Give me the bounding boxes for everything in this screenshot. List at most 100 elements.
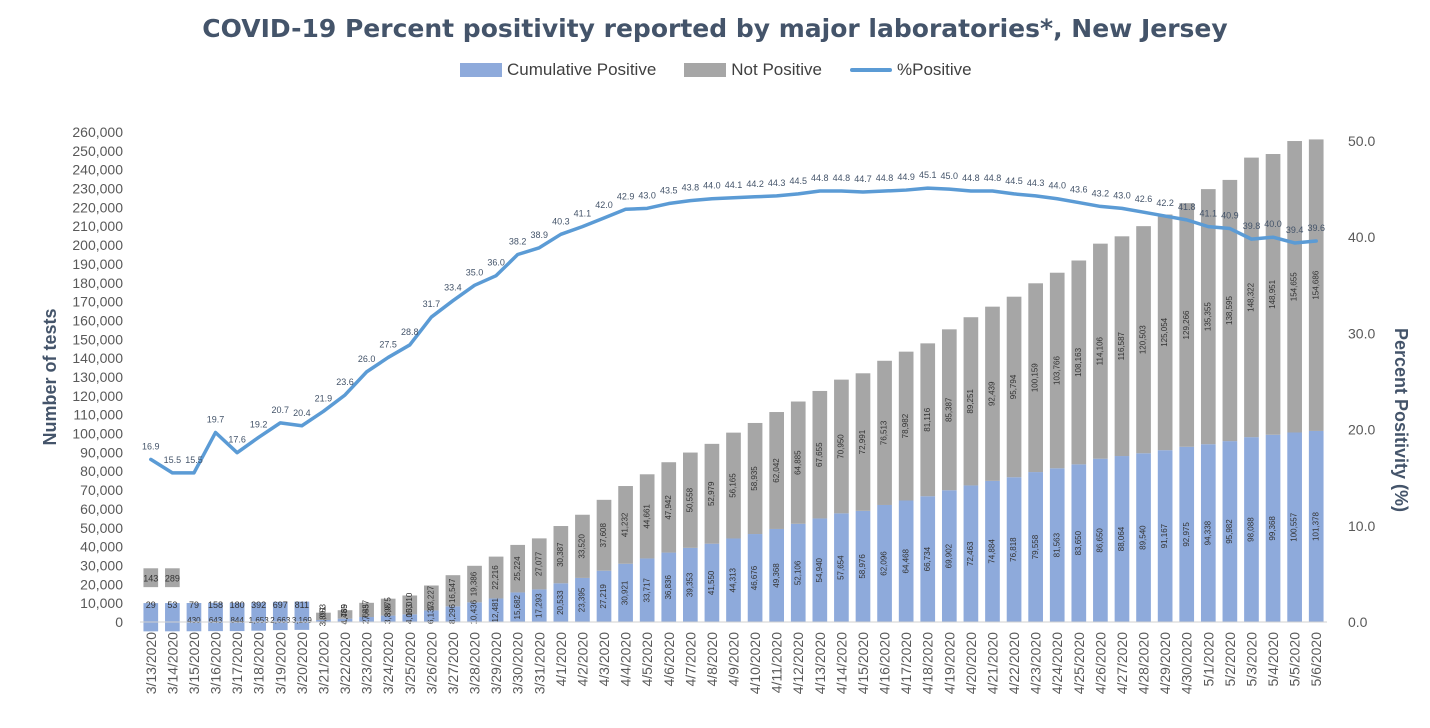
line-data-label: 33.4 bbox=[444, 283, 462, 293]
y-tick-label: 200,000 bbox=[72, 237, 123, 253]
line-data-label: 41.1 bbox=[574, 209, 592, 219]
bar-positive bbox=[1071, 464, 1087, 622]
y-tick-label: 250,000 bbox=[72, 143, 123, 159]
bar-label-not-positive: 125,054 bbox=[1160, 317, 1169, 346]
line-data-label: 21.9 bbox=[315, 393, 333, 403]
y-tick-label: 50,000 bbox=[80, 520, 123, 536]
bar-positive bbox=[229, 602, 245, 632]
line-data-label: 44.5 bbox=[789, 176, 807, 186]
y-tick-label: 190,000 bbox=[72, 256, 123, 272]
x-tick-label: 5/4/2020 bbox=[1265, 632, 1281, 687]
bar-not-positive bbox=[531, 538, 547, 590]
y-tick-label: 230,000 bbox=[72, 181, 123, 197]
bar-label-not-positive: 16,547 bbox=[448, 578, 457, 603]
x-tick-label: 3/23/2020 bbox=[359, 632, 375, 694]
bar-positive bbox=[575, 577, 590, 622]
bar-label-positive: 99,368 bbox=[1268, 516, 1277, 541]
line-data-label: 44.8 bbox=[833, 173, 851, 183]
line-data-label: 42.2 bbox=[1156, 198, 1174, 208]
bar-label-not-positive: 103,766 bbox=[1052, 355, 1061, 384]
line-data-label: 42.0 bbox=[595, 200, 613, 210]
bar-not-positive bbox=[618, 486, 633, 564]
series-line-percent-positive bbox=[149, 186, 1318, 475]
bar-not-positive bbox=[1093, 243, 1108, 459]
bar-not-positive bbox=[316, 612, 331, 621]
x-tick-label: 4/23/2020 bbox=[1028, 632, 1044, 694]
line-data-label: 43.5 bbox=[660, 186, 678, 196]
bar-not-positive bbox=[1265, 154, 1281, 435]
bar-not-positive bbox=[682, 452, 698, 548]
bar-label-positive: 95,982 bbox=[1225, 519, 1234, 544]
bar-label-not-positive: 154,686 bbox=[1311, 270, 1320, 299]
bar-positive bbox=[445, 606, 461, 622]
bar-not-positive bbox=[1071, 260, 1087, 465]
line-data-label: 44.3 bbox=[768, 178, 786, 188]
bar-positive bbox=[726, 538, 741, 622]
line-data-label: 43.2 bbox=[1092, 188, 1110, 198]
bar-label-positive: 98,088 bbox=[1247, 517, 1256, 542]
legend-item-positive: Cumulative Positive bbox=[460, 60, 656, 80]
bar-positive bbox=[337, 618, 353, 622]
y-tick-label: 110,000 bbox=[73, 407, 123, 423]
line-data-label: 43.0 bbox=[1113, 190, 1131, 200]
y2-tick-label: 30.0 bbox=[1348, 325, 1375, 341]
bar-label-not-positive: 56,165 bbox=[729, 473, 738, 498]
x-tick-label: 3/17/2020 bbox=[229, 632, 245, 694]
bar-label-not-positive: 289 bbox=[165, 574, 180, 584]
legend-label-percent-positive: %Positive bbox=[896, 60, 972, 79]
bar-not-positive bbox=[639, 474, 655, 559]
bar-label-not-positive: 2,663 bbox=[270, 616, 291, 625]
line-data-label: 44.8 bbox=[962, 173, 980, 183]
bar-positive bbox=[1244, 437, 1259, 622]
bar-label-positive: 76,818 bbox=[1009, 537, 1018, 562]
bar-positive bbox=[488, 598, 504, 622]
line-data-label: 41.1 bbox=[1200, 209, 1218, 219]
bar-label-not-positive: 148,322 bbox=[1247, 282, 1256, 311]
x-tick-label: 3/30/2020 bbox=[510, 632, 526, 694]
bar-label-not-positive: 4,485 bbox=[340, 604, 349, 625]
x-tick-label: 4/22/2020 bbox=[1006, 632, 1022, 694]
bar-label-not-positive: 844 bbox=[230, 616, 244, 625]
bar-positive bbox=[639, 558, 655, 622]
bar-label-not-positive: 135,355 bbox=[1203, 302, 1212, 331]
bar-positive bbox=[510, 592, 526, 622]
bar-label-positive: 69,902 bbox=[944, 543, 953, 568]
y2-axis-title: Percent Positivity (%) bbox=[1391, 328, 1411, 512]
bar-positive bbox=[790, 523, 806, 622]
y-tick-label: 40,000 bbox=[80, 539, 123, 555]
line-data-label: 27.5 bbox=[379, 339, 397, 349]
bar-label-not-positive: 3,891 bbox=[319, 606, 328, 627]
bar-label-positive: 89,540 bbox=[1139, 525, 1148, 550]
x-tick-label: 4/26/2020 bbox=[1092, 632, 1108, 694]
bar-positive bbox=[165, 603, 180, 632]
bar-not-positive bbox=[985, 306, 1000, 481]
y-tick-label: 170,000 bbox=[72, 294, 123, 310]
y-tick-label: 30,000 bbox=[80, 557, 123, 573]
bar-label-not-positive: 10,010 bbox=[405, 592, 414, 617]
bar-label-not-positive: 30,387 bbox=[556, 542, 565, 567]
bar-positive bbox=[682, 547, 698, 622]
bar-positive bbox=[920, 496, 936, 622]
line-data-label: 42.9 bbox=[617, 191, 635, 201]
line-data-label: 43.8 bbox=[682, 183, 700, 193]
bar-positive bbox=[316, 620, 331, 622]
bar-label-not-positive: 430 bbox=[187, 616, 201, 625]
bar-label-not-positive: 129,266 bbox=[1182, 310, 1191, 339]
bar-label-positive: 101,378 bbox=[1311, 511, 1320, 540]
y-tick-label: 220,000 bbox=[72, 199, 123, 215]
y-tick-label: 0 bbox=[115, 614, 123, 630]
bar-positive bbox=[1179, 446, 1195, 622]
bar-label-positive: 29 bbox=[146, 600, 156, 610]
line-data-label: 39.8 bbox=[1243, 221, 1261, 231]
bar-label-positive: 15,682 bbox=[513, 594, 522, 619]
y-tick-label: 160,000 bbox=[72, 312, 123, 328]
axes-layer: 0 10,000 20,000 30,000 40,000 50,000 60,000 70,… bbox=[40, 124, 1411, 694]
line-data-label: 20.7 bbox=[272, 405, 290, 415]
line-data-label: 43.6 bbox=[1070, 185, 1088, 195]
line-data-label: 44.1 bbox=[725, 180, 743, 190]
bar-not-positive bbox=[575, 514, 590, 578]
x-tick-label: 3/13/2020 bbox=[143, 632, 159, 694]
line-data-label: 44.0 bbox=[703, 181, 721, 191]
bar-label-not-positive: 47,942 bbox=[664, 495, 673, 520]
x-tick-label: 3/27/2020 bbox=[445, 632, 461, 694]
